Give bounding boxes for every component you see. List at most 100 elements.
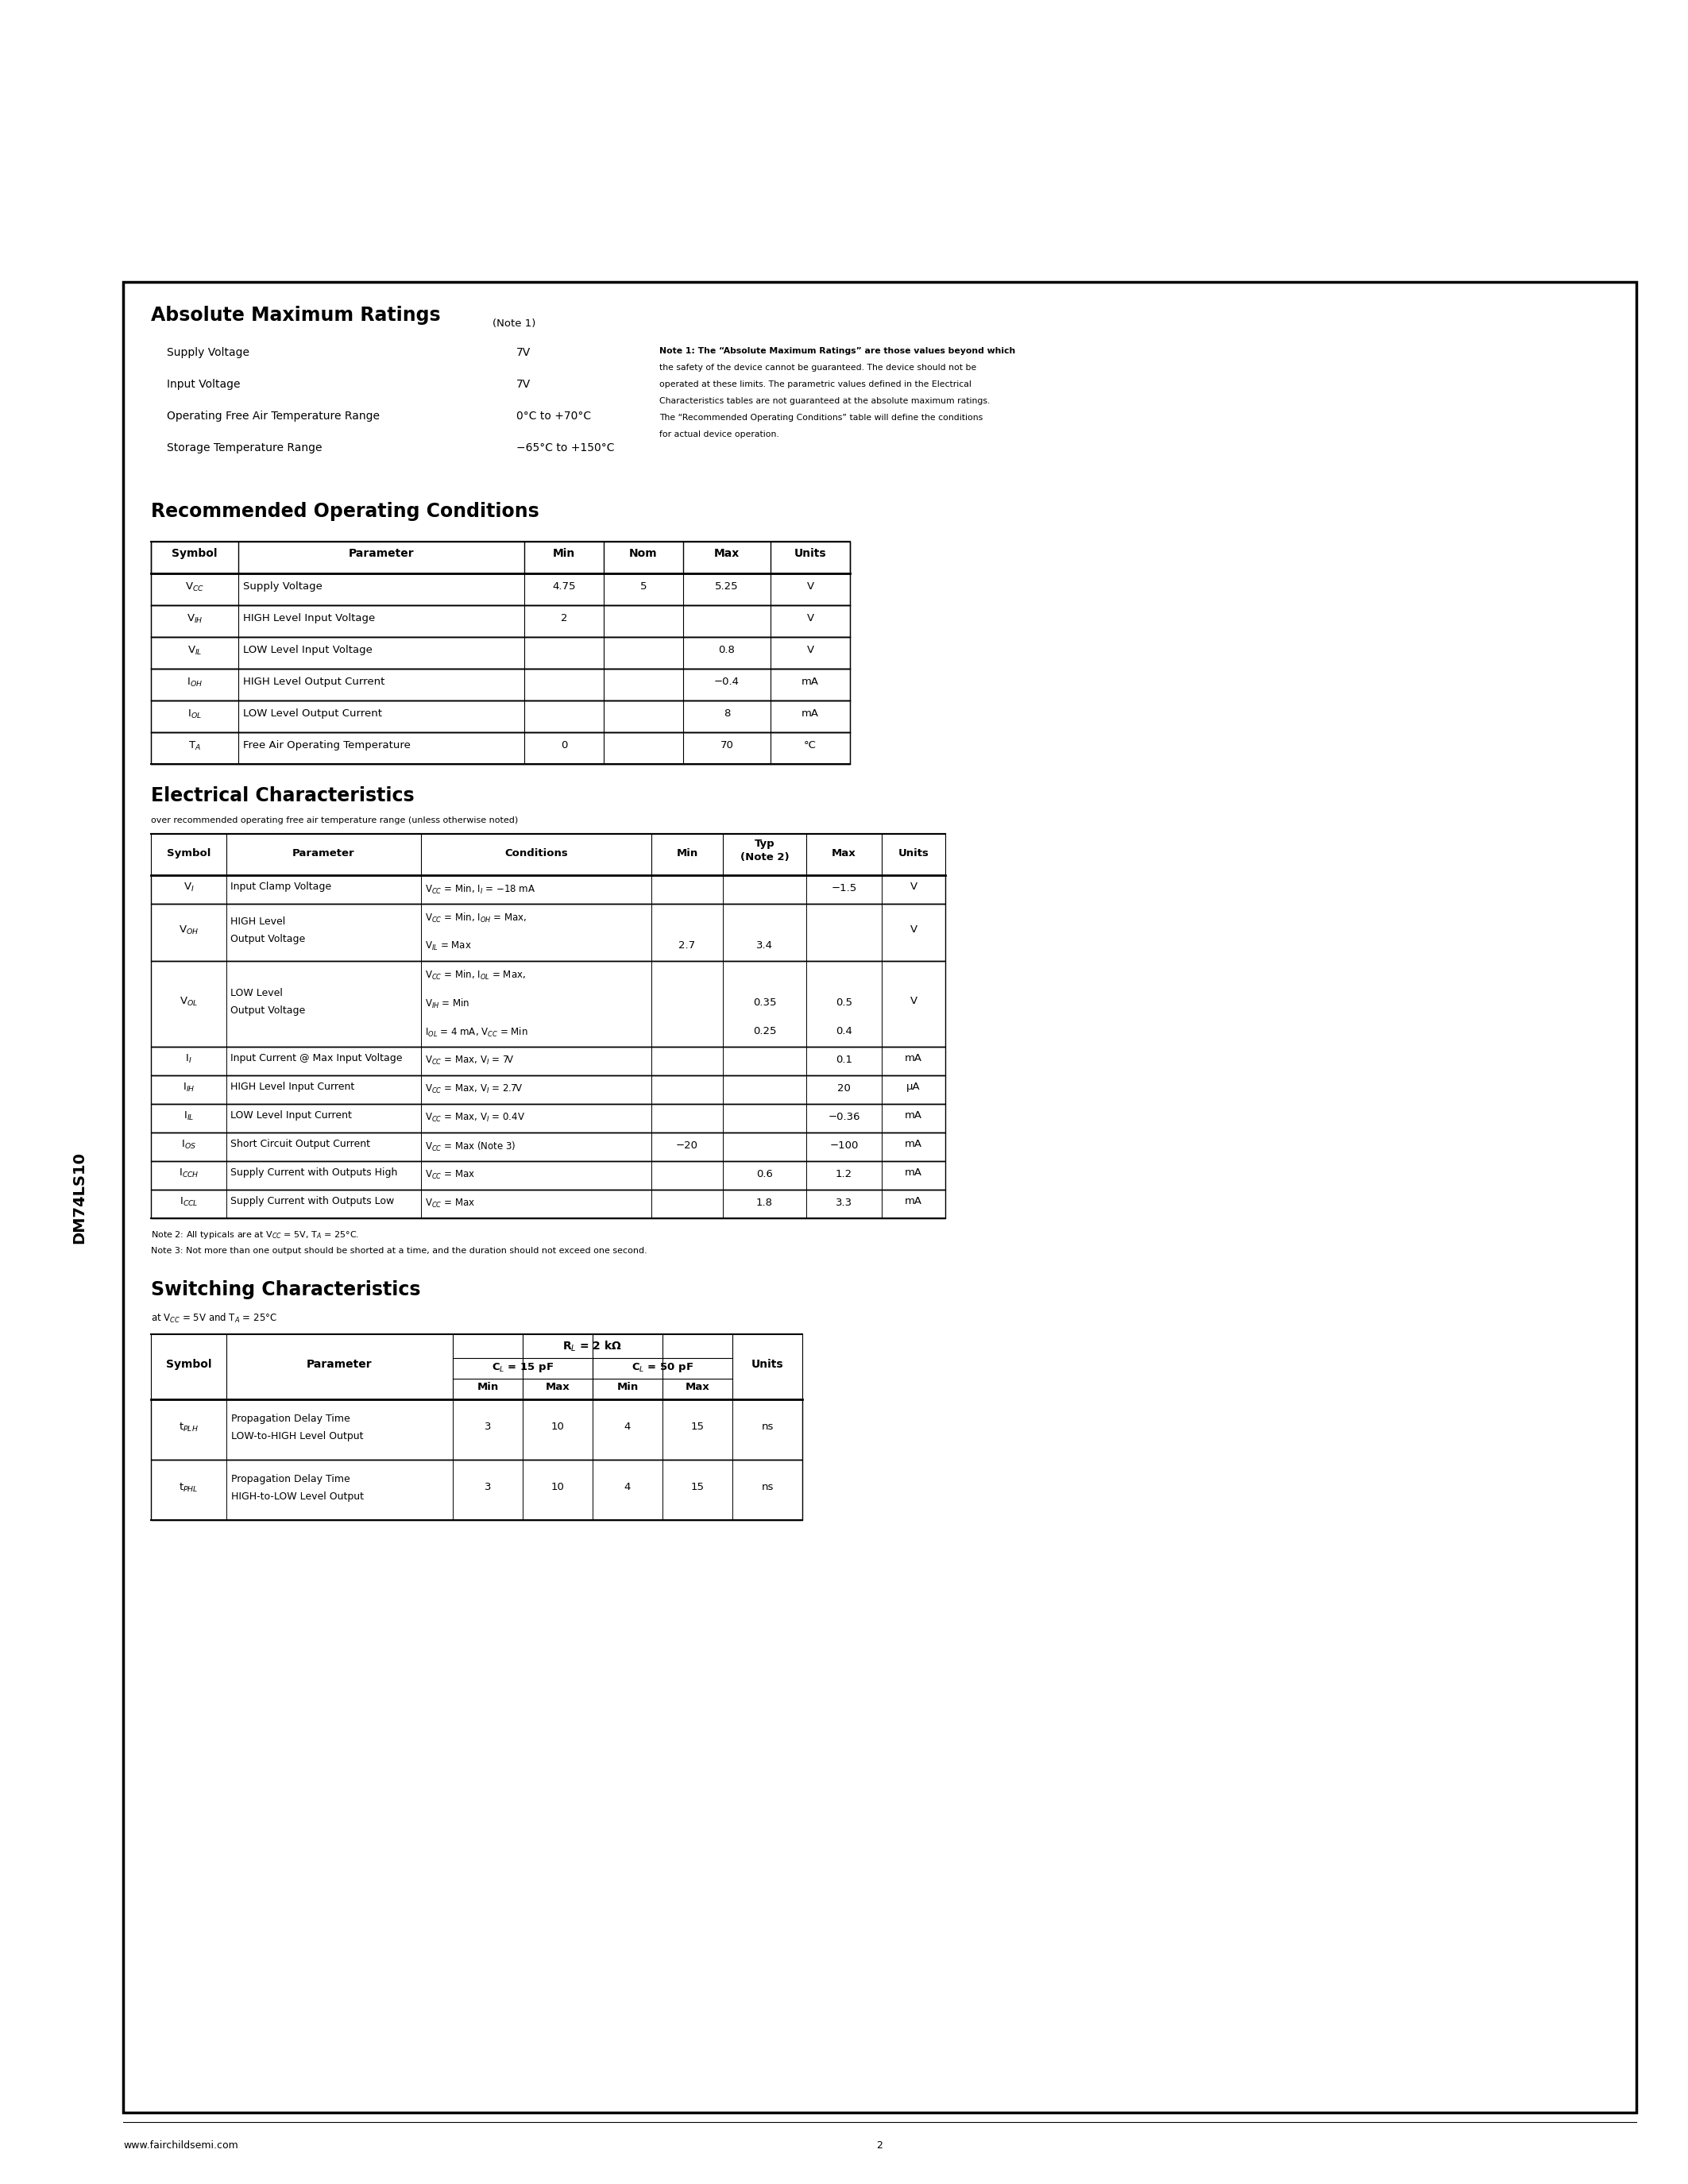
- Text: 0.8: 0.8: [719, 644, 736, 655]
- Text: operated at these limits. The parametric values defined in the Electrical: operated at these limits. The parametric…: [660, 380, 971, 389]
- Text: 4.75: 4.75: [552, 581, 576, 592]
- Text: 0: 0: [560, 740, 567, 751]
- Text: I$_{CCL}$: I$_{CCL}$: [179, 1197, 197, 1208]
- Text: I$_{OS}$: I$_{OS}$: [181, 1138, 196, 1151]
- Text: 3: 3: [484, 1422, 491, 1433]
- Bar: [150, 961, 945, 1046]
- Text: Supply Voltage: Supply Voltage: [167, 347, 250, 358]
- Text: DM74LS10: DM74LS10: [73, 1151, 88, 1243]
- Text: Units: Units: [751, 1358, 783, 1369]
- Text: 70: 70: [721, 740, 734, 751]
- Bar: [123, 282, 1636, 2112]
- Text: Units: Units: [898, 847, 928, 858]
- Text: The “Recommended Operating Conditions” table will define the conditions: The “Recommended Operating Conditions” t…: [660, 413, 982, 422]
- Text: 10: 10: [550, 1422, 564, 1433]
- Text: Parameter: Parameter: [292, 847, 354, 858]
- Text: R$_L$ = 2 kΩ: R$_L$ = 2 kΩ: [562, 1339, 623, 1354]
- Text: Typ: Typ: [755, 839, 775, 850]
- Text: ns: ns: [761, 1422, 773, 1433]
- Text: 0.1: 0.1: [836, 1055, 852, 1066]
- Text: Min: Min: [677, 847, 697, 858]
- Text: V: V: [910, 924, 917, 935]
- Text: −0.36: −0.36: [827, 1112, 861, 1123]
- Bar: [150, 701, 851, 732]
- Text: Input Current @ Max Input Voltage: Input Current @ Max Input Voltage: [230, 1053, 402, 1064]
- Text: HIGH Level: HIGH Level: [230, 917, 285, 926]
- Text: 0.5: 0.5: [836, 998, 852, 1007]
- Text: 15: 15: [690, 1483, 704, 1492]
- Text: mA: mA: [905, 1168, 922, 1177]
- Text: Output Voltage: Output Voltage: [230, 935, 306, 943]
- Text: V$_{CC}$ = Min, I$_I$ = −18 mA: V$_{CC}$ = Min, I$_I$ = −18 mA: [425, 882, 535, 895]
- Text: ns: ns: [761, 1483, 773, 1492]
- Text: V: V: [910, 996, 917, 1007]
- Text: 1.2: 1.2: [836, 1168, 852, 1179]
- Bar: [150, 1133, 945, 1162]
- Text: I$_{CCH}$: I$_{CCH}$: [179, 1168, 199, 1179]
- Text: C$_L$ = 50 pF: C$_L$ = 50 pF: [631, 1361, 694, 1374]
- Bar: [150, 574, 851, 605]
- Text: LOW Level Input Current: LOW Level Input Current: [230, 1109, 351, 1120]
- Text: °C: °C: [803, 740, 817, 751]
- Text: Nom: Nom: [630, 548, 658, 559]
- Text: mA: mA: [905, 1053, 922, 1064]
- Text: V: V: [910, 882, 917, 891]
- Bar: [150, 605, 851, 638]
- Text: Max: Max: [545, 1382, 571, 1391]
- Text: V$_{CC}$ = Max, V$_I$ = 2.7V: V$_{CC}$ = Max, V$_I$ = 2.7V: [425, 1083, 523, 1094]
- Text: I$_{OL}$: I$_{OL}$: [187, 708, 203, 721]
- Bar: [150, 904, 945, 961]
- Text: V$_{CC}$ = Min, I$_{OL}$ = Max,: V$_{CC}$ = Min, I$_{OL}$ = Max,: [425, 970, 525, 981]
- Text: 7V: 7V: [517, 378, 530, 391]
- Text: HIGH-to-LOW Level Output: HIGH-to-LOW Level Output: [231, 1492, 365, 1503]
- Text: LOW-to-HIGH Level Output: LOW-to-HIGH Level Output: [231, 1431, 363, 1441]
- Text: I$_{OL}$ = 4 mA, V$_{CC}$ = Min: I$_{OL}$ = 4 mA, V$_{CC}$ = Min: [425, 1026, 528, 1040]
- Text: Max: Max: [714, 548, 739, 559]
- Text: −0.4: −0.4: [714, 677, 739, 688]
- Text: C$_L$ = 15 pF: C$_L$ = 15 pF: [491, 1361, 554, 1374]
- Text: 1.8: 1.8: [756, 1197, 773, 1208]
- Text: 5: 5: [640, 581, 647, 592]
- Text: 20: 20: [837, 1083, 851, 1094]
- Text: V$_{CC}$ = Max, V$_I$ = 0.4V: V$_{CC}$ = Max, V$_I$ = 0.4V: [425, 1112, 525, 1125]
- Text: V$_{CC}$ = Max, V$_I$ = 7V: V$_{CC}$ = Max, V$_I$ = 7V: [425, 1055, 515, 1066]
- Text: V: V: [807, 614, 814, 622]
- Text: V$_{OL}$: V$_{OL}$: [179, 996, 197, 1007]
- Text: LOW Level Output Current: LOW Level Output Current: [243, 708, 381, 719]
- Text: 0.35: 0.35: [753, 998, 776, 1007]
- Text: 0.25: 0.25: [753, 1026, 776, 1037]
- Text: Short Circuit Output Current: Short Circuit Output Current: [230, 1138, 370, 1149]
- Text: Input Clamp Voltage: Input Clamp Voltage: [230, 882, 331, 891]
- Text: V$_{OH}$: V$_{OH}$: [179, 924, 199, 937]
- Text: Note 3: Not more than one output should be shorted at a time, and the duration s: Note 3: Not more than one output should …: [150, 1247, 647, 1256]
- Text: 4: 4: [625, 1422, 631, 1433]
- Text: Propagation Delay Time: Propagation Delay Time: [231, 1413, 349, 1424]
- Text: over recommended operating free air temperature range (unless otherwise noted): over recommended operating free air temp…: [150, 817, 518, 823]
- Text: V$_{IH}$ = Min: V$_{IH}$ = Min: [425, 998, 469, 1011]
- Text: 0.6: 0.6: [756, 1168, 773, 1179]
- Text: Storage Temperature Range: Storage Temperature Range: [167, 443, 322, 454]
- Text: Symbol: Symbol: [167, 847, 211, 858]
- Text: Supply Voltage: Supply Voltage: [243, 581, 322, 592]
- Text: V$_{CC}$: V$_{CC}$: [186, 581, 204, 594]
- Text: LOW Level Input Voltage: LOW Level Input Voltage: [243, 644, 373, 655]
- Text: the safety of the device cannot be guaranteed. The device should not be: the safety of the device cannot be guara…: [660, 365, 976, 371]
- Text: Electrical Characteristics: Electrical Characteristics: [150, 786, 414, 806]
- Text: 3.3: 3.3: [836, 1197, 852, 1208]
- Text: Max: Max: [685, 1382, 709, 1391]
- Text: V$_{IH}$: V$_{IH}$: [186, 614, 203, 625]
- Bar: [150, 732, 851, 764]
- Text: I$_{IL}$: I$_{IL}$: [184, 1109, 194, 1123]
- Text: V$_{CC}$ = Max: V$_{CC}$ = Max: [425, 1197, 476, 1210]
- Text: at V$_{CC}$ = 5V and T$_A$ = 25°C: at V$_{CC}$ = 5V and T$_A$ = 25°C: [150, 1313, 277, 1326]
- Text: Symbol: Symbol: [165, 1358, 211, 1369]
- Text: 7V: 7V: [517, 347, 530, 358]
- Text: Switching Characteristics: Switching Characteristics: [150, 1280, 420, 1299]
- Text: 15: 15: [690, 1422, 704, 1433]
- Text: μA: μA: [906, 1081, 920, 1092]
- Text: Note 2: All typicals are at V$_{CC}$ = 5V, T$_A$ = 25°C.: Note 2: All typicals are at V$_{CC}$ = 5…: [150, 1230, 360, 1241]
- Text: Min: Min: [552, 548, 576, 559]
- Text: Supply Current with Outputs High: Supply Current with Outputs High: [230, 1168, 397, 1177]
- Text: for actual device operation.: for actual device operation.: [660, 430, 780, 439]
- Text: mA: mA: [802, 677, 819, 688]
